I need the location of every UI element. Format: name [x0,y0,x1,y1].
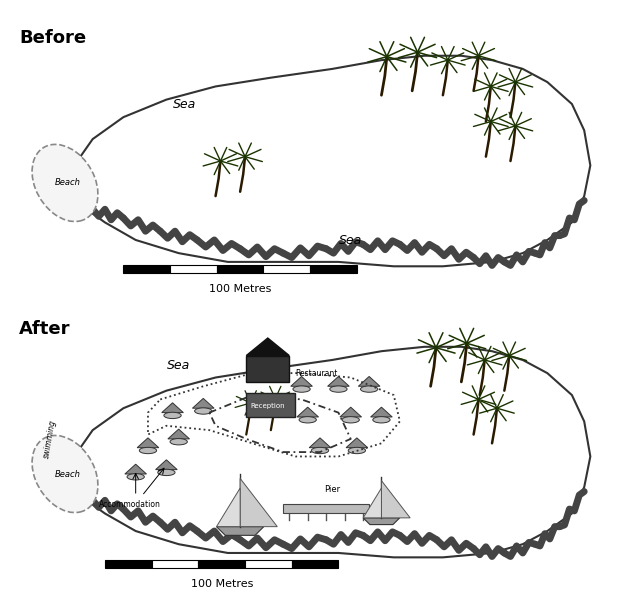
Text: Sea: Sea [167,359,190,372]
Polygon shape [125,464,147,474]
Bar [246,356,289,382]
Bar [152,560,198,568]
Polygon shape [137,438,159,448]
Polygon shape [328,377,349,386]
Ellipse shape [127,473,145,480]
Polygon shape [216,527,264,535]
Text: Sea: Sea [173,99,196,112]
Text: Before: Before [19,29,86,47]
Polygon shape [346,438,367,448]
Ellipse shape [164,412,181,419]
Bar [310,265,357,273]
Ellipse shape [348,447,365,454]
Bar [105,560,152,568]
Polygon shape [381,481,410,518]
Bar [217,265,264,273]
Polygon shape [62,56,590,266]
Text: Restaurant: Restaurant [296,369,338,378]
Polygon shape [363,488,381,518]
Polygon shape [216,488,240,527]
Polygon shape [162,403,183,413]
Bar [292,560,339,568]
Polygon shape [358,377,380,386]
Bar [124,265,170,273]
Bar [246,393,296,417]
Polygon shape [156,460,177,470]
Bar [170,265,217,273]
Polygon shape [62,347,590,557]
Ellipse shape [360,386,378,392]
Text: 100 Metres: 100 Metres [191,579,253,589]
Polygon shape [193,399,214,408]
Polygon shape [246,338,289,356]
Text: Sea: Sea [339,235,362,247]
Polygon shape [240,478,277,527]
Text: Accommodation: Accommodation [99,500,161,509]
Bar [245,560,292,568]
Text: Beach: Beach [55,469,81,479]
Polygon shape [297,407,319,417]
Ellipse shape [342,416,360,423]
Ellipse shape [311,447,329,454]
Polygon shape [168,429,189,439]
Ellipse shape [32,435,98,513]
Text: 100 Metres: 100 Metres [209,284,271,294]
Polygon shape [363,518,400,525]
Ellipse shape [299,416,316,423]
Text: Reception: Reception [250,403,285,409]
Text: After: After [19,320,70,338]
Ellipse shape [293,386,310,392]
Ellipse shape [32,144,98,222]
Ellipse shape [330,386,347,392]
Polygon shape [291,377,312,386]
Ellipse shape [170,438,188,445]
Text: Pier: Pier [324,485,340,494]
Polygon shape [309,438,331,448]
Ellipse shape [195,408,212,414]
Ellipse shape [372,416,390,423]
Ellipse shape [140,447,157,454]
Text: swimming: swimming [42,419,58,459]
Bar [283,504,369,513]
Ellipse shape [157,469,175,476]
Polygon shape [371,407,392,417]
Bar [264,265,310,273]
Text: Beach: Beach [55,178,81,188]
Bar [198,560,245,568]
Polygon shape [340,407,362,417]
